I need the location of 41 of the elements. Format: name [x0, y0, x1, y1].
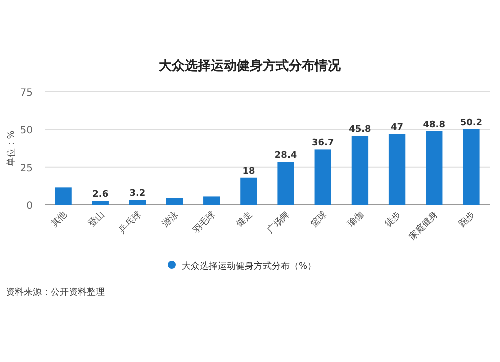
data-label: 47	[391, 123, 404, 134]
x-tick-label: 乒乓球	[116, 209, 144, 236]
data-label: 36.7	[312, 138, 334, 149]
chart-title: 大众选择运动健身方式分布情况	[159, 58, 342, 74]
x-tick-label: 广场舞	[265, 209, 292, 236]
x-tick-label: 其他	[49, 209, 70, 230]
y-tick-label: 25	[20, 163, 33, 174]
x-tick-label: 徒步	[382, 209, 404, 230]
data-label: 45.8	[349, 124, 372, 135]
x-tick-label: 家庭健身	[407, 209, 440, 243]
x-tick-label: 羽毛球	[191, 209, 218, 236]
y-axis-title: 单位：%	[6, 130, 17, 166]
bar	[55, 188, 72, 205]
y-tick-label: 75	[20, 88, 33, 99]
bar	[204, 196, 220, 205]
bar	[92, 201, 109, 205]
bar	[388, 134, 406, 205]
bar	[240, 178, 258, 205]
legend-label: 大众选择运动健身方式分布（%）	[182, 261, 317, 272]
x-tick-label: 跑步	[457, 209, 478, 230]
x-tick-label: 健走	[234, 209, 256, 230]
bar	[463, 129, 480, 205]
data-label: 28.4	[274, 151, 298, 162]
bar	[352, 136, 369, 205]
x-tick-label: 瑜伽	[346, 209, 366, 230]
y-tick-label: 0	[26, 201, 33, 212]
text: 资料来源：公开资料整理	[6, 287, 105, 298]
x-tick-label: 游泳	[160, 209, 181, 230]
bar	[129, 200, 146, 205]
bar	[426, 131, 443, 205]
data-label: 2.6	[92, 190, 109, 200]
bar	[314, 150, 332, 205]
x-tick-label: 篮球	[308, 209, 330, 230]
data-label: 3.2	[130, 189, 146, 200]
bar	[278, 162, 294, 205]
data-label: 48.8	[423, 120, 446, 130]
data-label: 18	[242, 166, 256, 177]
bar	[166, 198, 184, 205]
x-tick-label: 登山	[86, 209, 107, 230]
data-label: 50.2	[460, 118, 483, 128]
y-tick-label: 50	[20, 126, 33, 137]
